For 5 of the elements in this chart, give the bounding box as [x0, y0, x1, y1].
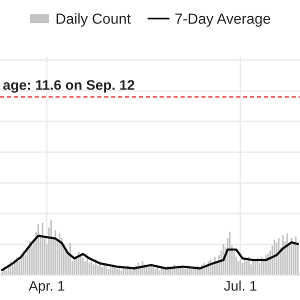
legend-label: 7-Day Average	[175, 14, 270, 27]
text: age: 11.6 on Sep. 12	[3, 80, 134, 93]
legend-label: Daily Count	[56, 13, 131, 27]
x-tick-label: Jul. 1	[224, 280, 256, 291]
x-tick-label: Apr. 1	[28, 281, 64, 294]
